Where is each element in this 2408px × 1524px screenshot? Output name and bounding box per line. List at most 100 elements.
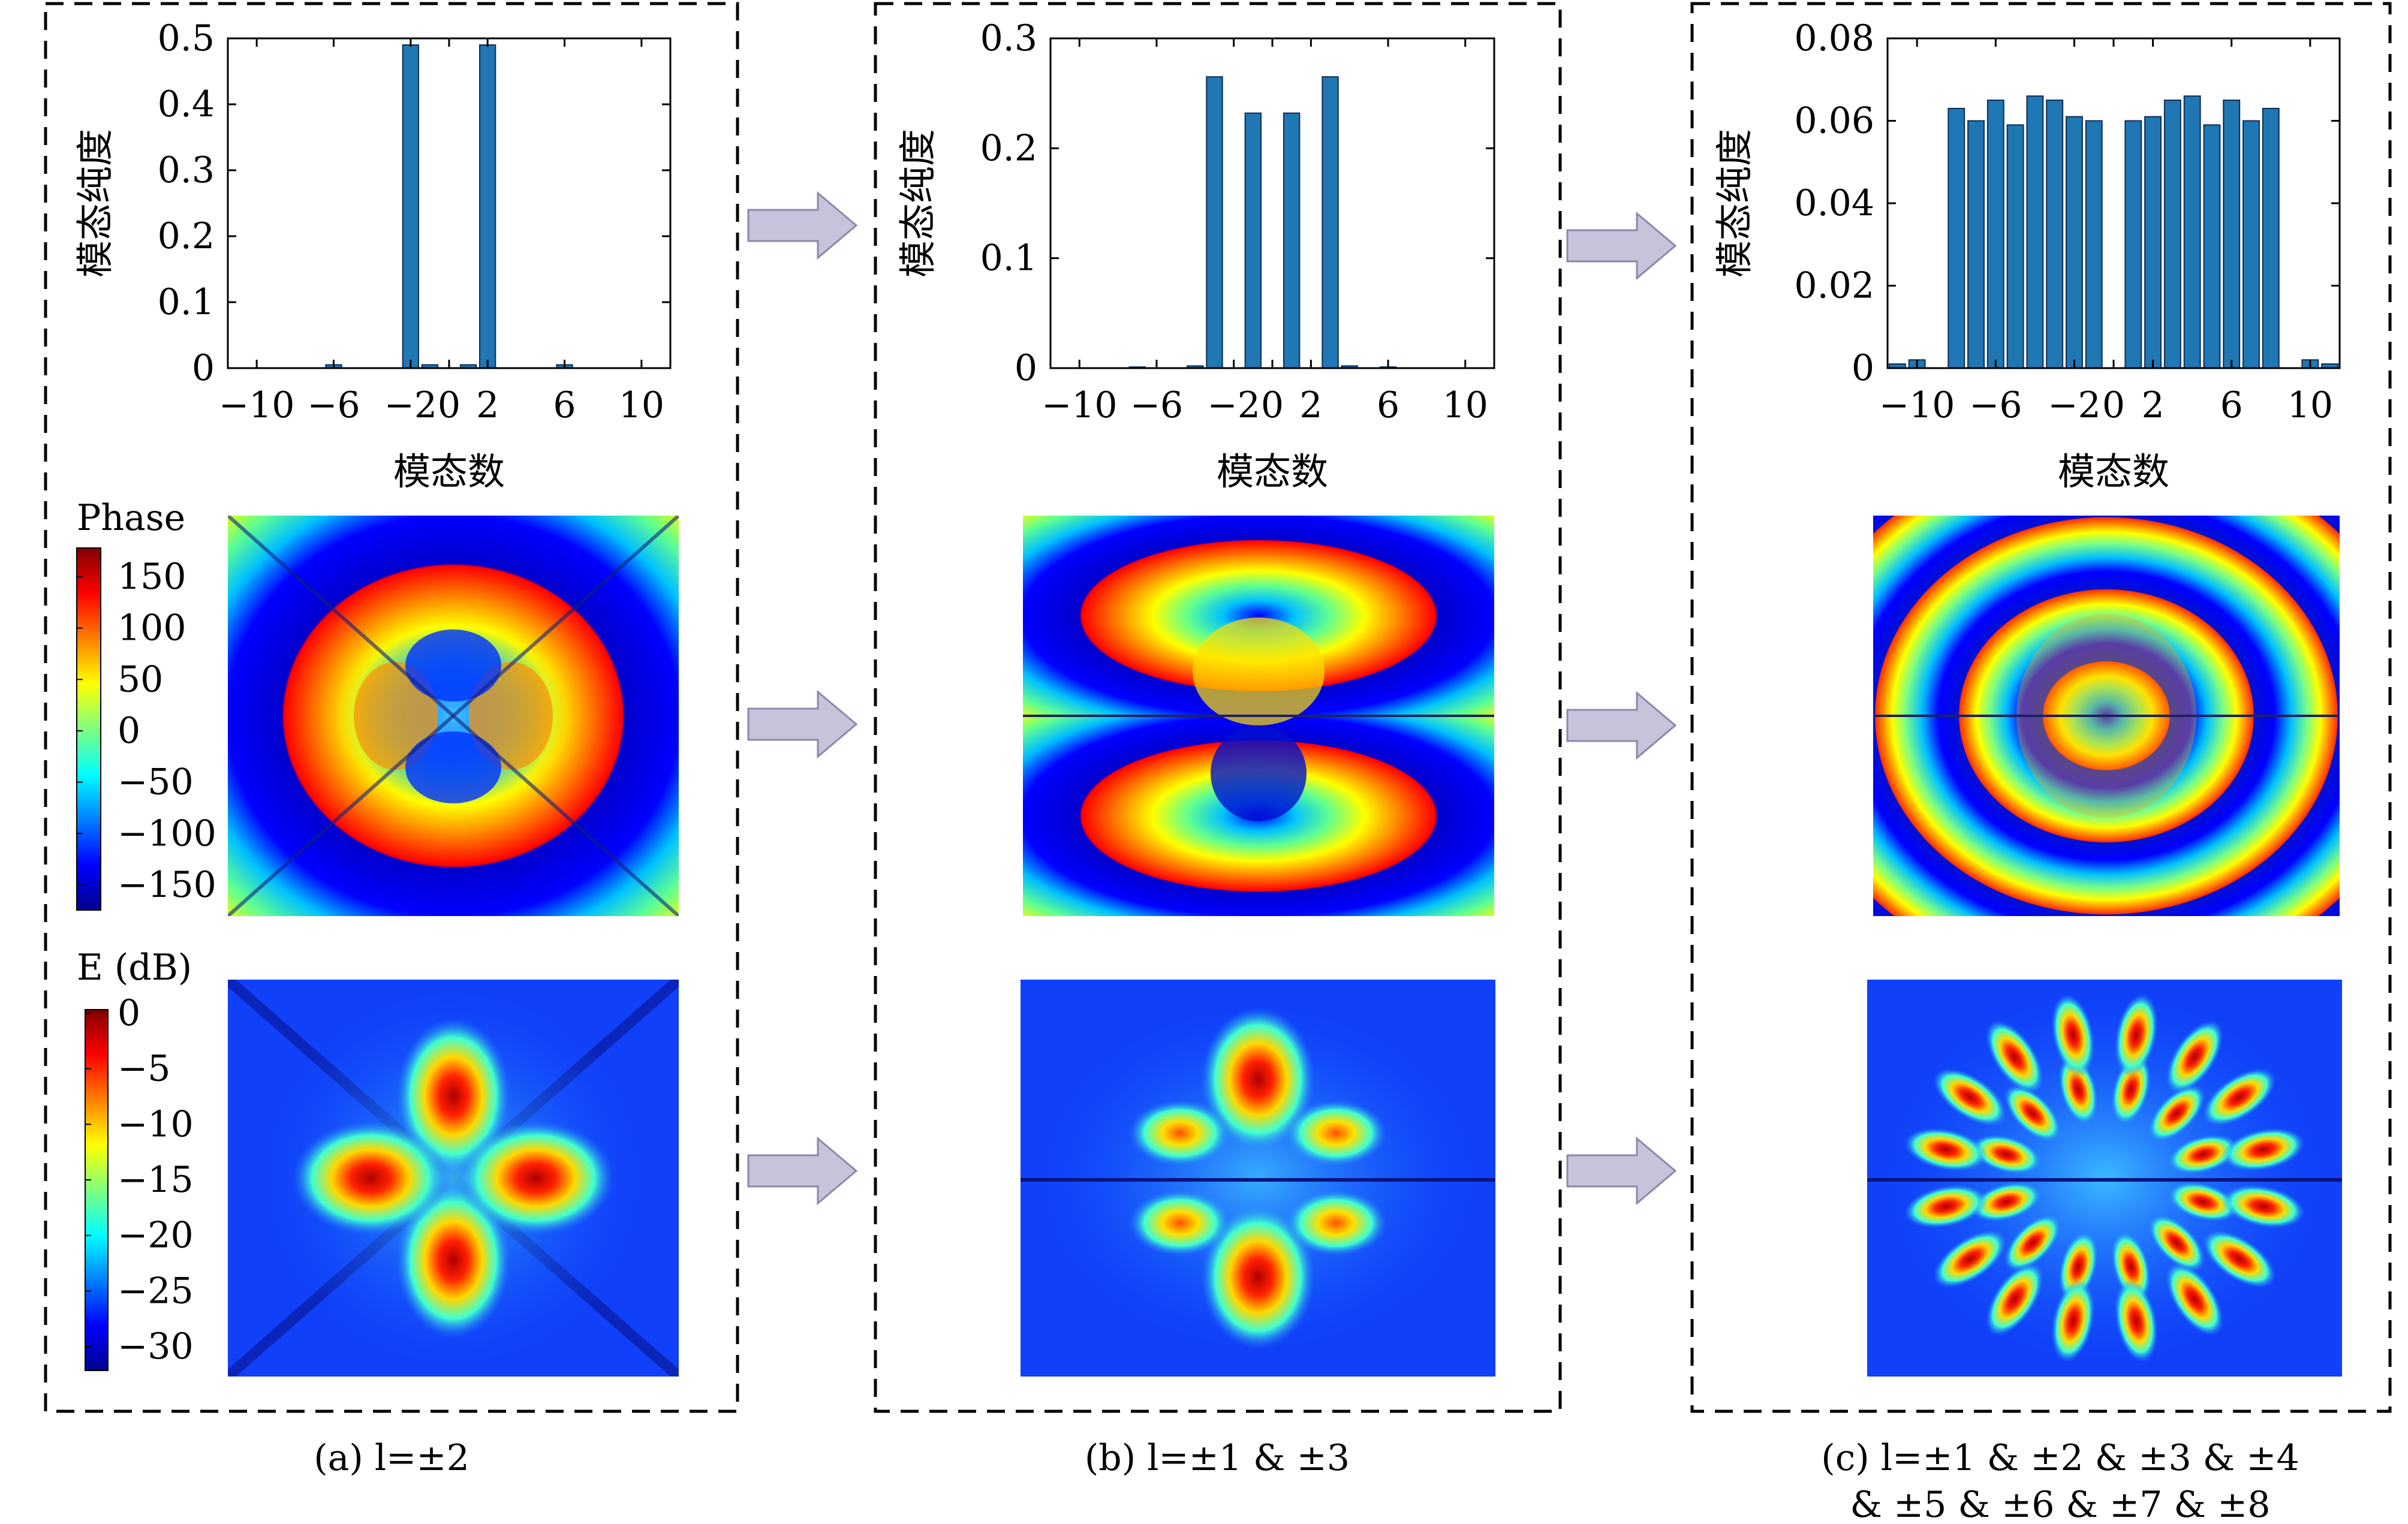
colorbar-tick-label: −30 [118,1326,194,1368]
e-field-map-a [228,980,679,1377]
right-arrow-icon [1566,691,1677,760]
bar [2026,95,2044,369]
bar [2046,100,2064,369]
x-tick-label: −2 [1207,384,1260,426]
phase-colorbar-title: Phase [77,497,185,539]
y-tick-label: 0.4 [158,83,215,125]
y-tick-label: 0.5 [158,17,215,59]
right-arrow-icon [747,689,858,759]
x-tick-label: 6 [553,384,576,426]
field-lobe [2058,1054,2098,1125]
phase-colorbar: Phase 150 100 50 0 −50 −100 −150 [76,497,216,911]
right-arrow-icon [1566,1136,1677,1206]
y-tick-label: 0.04 [1794,182,1874,224]
field-lobe [2168,1182,2238,1222]
field-lobe [1933,1230,2007,1288]
y-tick-label: 0 [1852,347,1874,389]
y-tick-label: 0.2 [980,127,1037,169]
field-lobe [2051,1279,2095,1363]
bar [2243,120,2260,369]
colorbar-tick-label: 150 [118,556,186,598]
field-lobe [2222,1185,2305,1228]
field-lobe [2114,1279,2158,1363]
colorbar-tick-label: −150 [118,864,216,906]
plot-frame [1049,37,1495,369]
y-tick-label: 0.2 [158,215,215,257]
bar [2085,120,2103,369]
colorbar-tick-label: 50 [118,658,163,700]
plot-frame [227,37,672,369]
y-tick-label: 0.1 [158,281,215,323]
y-tick-label: 0.02 [1794,265,1874,307]
x-tick-label: −6 [1969,384,2022,426]
field-lobe [2051,993,2095,1077]
bar [1322,76,1339,369]
y-tick-label: 0.06 [1794,100,1874,142]
field-lobe [2004,1214,2061,1272]
x-axis-label: 模态数 [1217,450,1328,493]
colorbar-tick-label: 100 [118,607,186,649]
colorbar-tick-label: −50 [118,761,194,803]
bar [479,44,496,369]
e-field-map-b [1021,980,1495,1377]
y-tick-label: 0.3 [158,149,215,191]
field-lobe [1904,1185,1988,1228]
field-lobe [2058,1231,2098,1302]
x-tick-label: −2 [384,384,437,426]
panel-frame-c [1690,2,2392,1413]
x-tick-label: 10 [1443,384,1488,426]
field-lobe [2202,1230,2276,1288]
bar [2262,107,2280,369]
field-lobe [2165,1262,2224,1336]
colorbar-tick-label: 0 [118,710,140,752]
field-lobe [2148,1214,2205,1272]
right-arrow-icon [1566,211,1677,281]
bar [1948,107,1965,369]
bar [2163,100,2181,369]
bar [2006,124,2024,369]
field-lobe [2165,1020,2224,1094]
x-tick-label: 10 [619,384,664,426]
field-lobe [2111,1054,2151,1125]
bar [2203,124,2221,369]
x-tick-label: −10 [1042,384,1118,426]
x-tick-label: 10 [2287,384,2333,426]
colorbar-tick-label: −20 [118,1215,194,1257]
bar [2183,95,2201,369]
x-tick-label: 6 [1377,384,1399,426]
bar [1967,120,1985,369]
bar [2124,120,2142,369]
bar [1986,100,2004,369]
y-axis-label: 模态纯度 [896,129,940,278]
bar [1244,112,1262,369]
x-tick-label: 2 [2141,384,2164,426]
x-tick-label: −10 [219,384,295,426]
field-lobe [1985,1020,2044,1094]
bar [1283,112,1301,369]
y-tick-label: 0 [192,347,215,389]
field-lobe [2222,1128,2305,1171]
right-arrow-icon [747,1136,858,1206]
x-axis-label: 模态数 [393,450,505,493]
y-tick-label: 0.1 [980,237,1037,279]
colorbar-tick-label: −100 [118,812,216,854]
phase-map-b [1023,516,1494,916]
e-field-map-c [1867,980,2342,1377]
colorbar-tick-label: −25 [118,1270,194,1312]
right-arrow-icon [747,191,858,260]
field-lobe [1971,1182,2042,1222]
y-axis-label: 模态纯度 [1712,129,1756,278]
field-lobe [2168,1134,2238,1174]
y-axis-label: 模态纯度 [73,129,117,278]
colorbar-tick-label: −5 [118,1048,170,1090]
field-lobe [2004,1085,2061,1142]
x-tick-label: 0 [2102,384,2125,426]
x-tick-label: 0 [1261,384,1284,426]
field-lobe [2114,993,2158,1077]
panel-frame-a [44,2,739,1413]
colorbar-tick-label: −10 [118,1103,194,1145]
